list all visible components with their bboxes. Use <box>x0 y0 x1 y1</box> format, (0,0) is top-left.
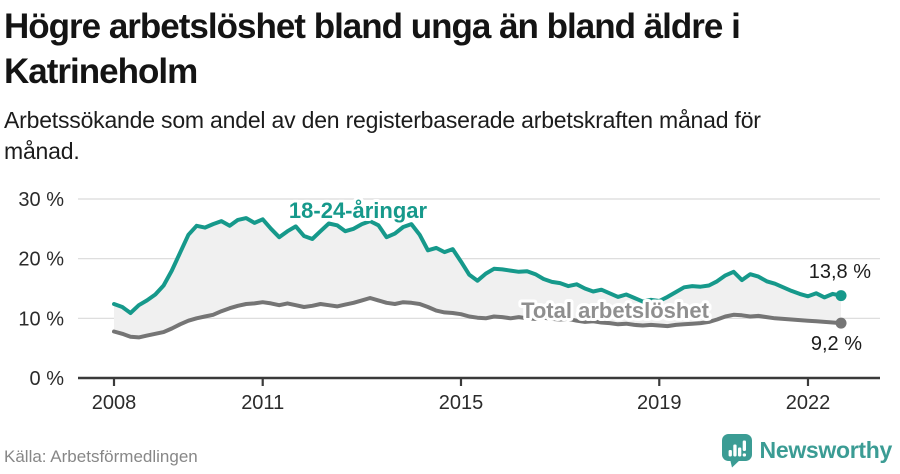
x-tick-label: 2019 <box>637 392 682 414</box>
y-tick-label: 30 % <box>18 189 64 211</box>
series-end-dot <box>835 317 847 329</box>
chart-header: Högre arbetslöshet bland unga än bland ä… <box>0 0 900 167</box>
area-between-series <box>114 218 841 338</box>
chart-subtitle: Arbetssökande som andel av den registerb… <box>4 105 894 167</box>
title-line-2: Katrineholm <box>4 52 198 91</box>
unemployment-line-chart: 0 % 10 % 20 % 30 % 2008 2011 2015 2019 2022 18-24… <box>18 189 880 414</box>
series-label: 18-24-åringar <box>289 198 428 223</box>
x-tick-label: 2015 <box>439 392 484 414</box>
brand-name: Newsworthy <box>759 437 893 463</box>
subtitle-line-2: månad. <box>4 138 80 164</box>
series-line-total <box>112 296 843 340</box>
series-label: Total arbetslöshet <box>521 298 710 323</box>
source-note: Källa: Arbetsförmedlingen <box>4 447 198 466</box>
x-tick-label: 2011 <box>241 392 284 414</box>
page-title: Högre arbetslöshet bland unga än bland ä… <box>4 4 894 94</box>
y-tick-label: 20 % <box>18 249 64 271</box>
y-tick-label: 0 % <box>30 368 65 390</box>
subtitle-line-1: Arbetssökande som andel av den registerb… <box>4 107 761 133</box>
newsworthy-logo: Newsworthy <box>721 433 892 468</box>
end-value-label: 13,8 % <box>809 261 871 283</box>
end-value-label: 9,2 % <box>811 333 862 355</box>
title-line-1: Högre arbetslöshet bland unga än bland ä… <box>4 7 741 46</box>
series-end-dot <box>835 290 847 302</box>
y-tick-label: 10 % <box>18 308 64 330</box>
series-line-youth <box>112 216 843 315</box>
x-tick-label: 2022 <box>786 392 831 414</box>
bar-chart-speech-bubble-icon <box>721 434 752 468</box>
line-chart: 0 % 10 % 20 % 30 % 2008 2011 2015 2019 2022 18-24… <box>0 178 900 430</box>
x-tick-label: 2008 <box>92 392 137 414</box>
